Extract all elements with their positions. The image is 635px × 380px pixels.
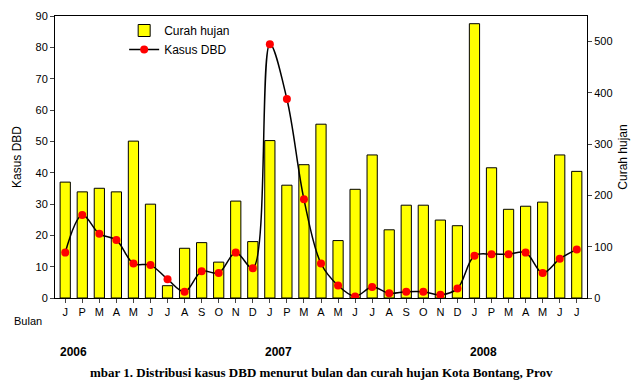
svg-text:90: 90 [36,10,48,22]
svg-text:J: J [574,306,580,318]
svg-text:J: J [369,306,375,318]
svg-text:Kasus DBD: Kasus DBD [164,43,226,57]
svg-text:20: 20 [36,229,48,241]
svg-text:O: O [419,306,428,318]
svg-text:M: M [504,306,513,318]
svg-text:2006: 2006 [60,345,87,359]
svg-text:S: S [403,306,410,318]
svg-text:Kasus DBD: Kasus DBD [10,126,24,188]
svg-text:30: 30 [36,198,48,210]
svg-text:J: J [165,306,171,318]
svg-text:S: S [198,306,205,318]
svg-text:Bulan: Bulan [14,315,42,327]
svg-text:100: 100 [594,241,612,253]
svg-text:P: P [79,306,86,318]
svg-text:500: 500 [594,35,612,47]
svg-text:mbar 1. Distribusi kasus DBD m: mbar 1. Distribusi kasus DBD menurut bul… [90,365,553,380]
svg-text:A: A [317,306,325,318]
svg-text:Curah hujan: Curah hujan [164,24,229,38]
svg-text:A: A [181,306,189,318]
svg-text:300: 300 [594,138,612,150]
svg-text:60: 60 [36,104,48,116]
svg-text:40: 40 [36,167,48,179]
svg-text:J: J [267,306,273,318]
svg-text:M: M [299,306,308,318]
svg-text:J: J [148,306,154,318]
svg-text:80: 80 [36,41,48,53]
svg-text:0: 0 [42,292,48,304]
svg-text:70: 70 [36,73,48,85]
svg-text:J: J [557,306,563,318]
svg-text:400: 400 [594,87,612,99]
svg-text:0: 0 [594,292,600,304]
svg-text:A: A [113,306,121,318]
svg-text:M: M [333,306,342,318]
svg-text:A: A [386,306,394,318]
svg-text:2008: 2008 [470,345,497,359]
svg-text:2007: 2007 [265,345,292,359]
svg-text:D: D [249,306,257,318]
svg-text:O: O [214,306,223,318]
svg-text:50: 50 [36,135,48,147]
svg-text:P: P [488,306,495,318]
svg-text:Curah hujan: Curah hujan [616,124,630,189]
svg-text:10: 10 [36,261,48,273]
svg-text:M: M [129,306,138,318]
svg-text:M: M [95,306,104,318]
svg-text:J: J [472,306,478,318]
svg-text:J: J [62,306,68,318]
svg-text:P: P [283,306,290,318]
svg-text:200: 200 [594,189,612,201]
svg-text:A: A [522,306,530,318]
svg-text:D: D [453,306,461,318]
svg-text:N: N [436,306,444,318]
svg-text:J: J [352,306,358,318]
svg-text:N: N [232,306,240,318]
svg-text:M: M [538,306,547,318]
